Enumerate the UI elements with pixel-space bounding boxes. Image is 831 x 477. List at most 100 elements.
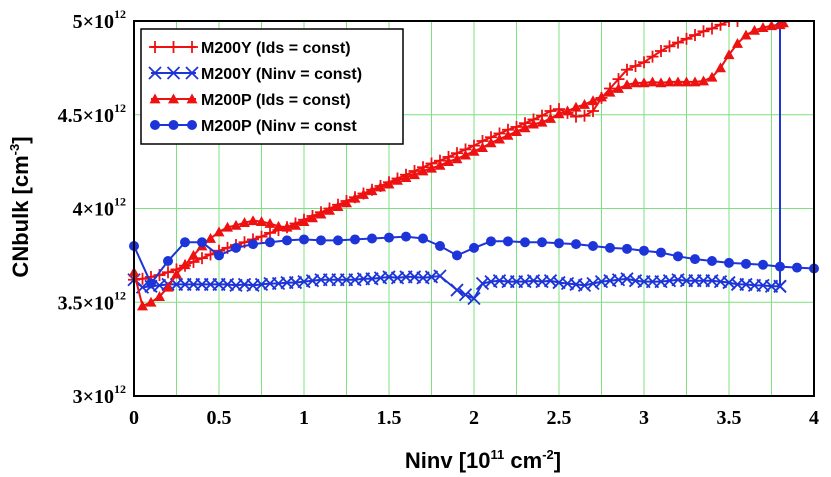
y-tick-label: 4×1012 — [73, 195, 126, 221]
x-marker — [535, 274, 549, 289]
triangle-marker — [715, 62, 726, 73]
x-marker — [603, 274, 617, 288]
triangle-marker — [681, 76, 692, 87]
circle-marker — [571, 239, 581, 250]
circle-marker — [639, 245, 649, 256]
triangle-marker — [562, 105, 573, 116]
triangle-marker — [137, 300, 148, 311]
triangle-marker — [443, 156, 454, 167]
triangle-marker — [757, 22, 769, 32]
triangle-marker — [630, 77, 641, 88]
legend: M200Y (Ids = const) M200Y (Ninv = const) M… — [140, 28, 404, 145]
triangle-marker — [621, 79, 633, 90]
x-marker — [467, 291, 481, 306]
triangle-marker — [358, 188, 369, 199]
triangle-marker — [664, 76, 675, 87]
triangle-marker — [502, 129, 514, 140]
x-marker — [518, 274, 532, 289]
x-marker — [594, 274, 609, 289]
triangle-marker — [672, 76, 684, 87]
triangle-marker — [145, 296, 157, 307]
circle-marker — [486, 236, 496, 247]
circle-marker — [724, 257, 734, 268]
circle-marker — [248, 239, 258, 250]
circle-marker — [537, 237, 547, 248]
triangle-marker — [536, 116, 548, 127]
x-tick-label: 1.5 — [377, 407, 402, 429]
triangle-marker — [281, 221, 293, 232]
triangle-marker — [638, 77, 650, 88]
triangle-marker — [777, 21, 789, 28]
x-marker — [365, 272, 379, 286]
x-tick-label: 3 — [639, 407, 649, 429]
x-marker — [611, 273, 626, 287]
x-marker — [722, 275, 736, 290]
triangle-marker — [723, 49, 735, 60]
x-marker — [662, 274, 677, 288]
x-marker — [450, 283, 464, 297]
triangle-marker — [732, 38, 743, 48]
x-marker — [373, 271, 388, 285]
x-tick-label: 4 — [809, 407, 819, 429]
triangle-marker — [256, 216, 267, 227]
circle-marker — [350, 234, 360, 245]
triangle-marker — [162, 281, 174, 292]
triangle-marker — [375, 181, 386, 192]
triangle-marker — [426, 162, 437, 173]
triangle-marker — [460, 149, 471, 160]
triangle-marker — [366, 185, 378, 196]
triangle-marker — [706, 71, 718, 82]
triangle-marker — [587, 95, 599, 106]
x-tick-label: 2.5 — [547, 407, 572, 429]
x-marker — [586, 276, 600, 291]
circle-marker — [168, 120, 179, 130]
x-marker — [475, 276, 490, 291]
x-marker — [390, 271, 405, 285]
circle-marker — [588, 241, 598, 251]
circle-marker — [418, 233, 428, 244]
x-marker — [229, 278, 243, 293]
triangle-marker — [298, 216, 310, 227]
circle-marker — [333, 235, 343, 246]
triangle-marker — [230, 219, 242, 230]
triangle-marker — [485, 137, 497, 148]
triangle-marker — [341, 197, 352, 208]
triangle-marker — [655, 77, 667, 88]
triangle-marker — [570, 101, 582, 112]
triangle-marker — [332, 201, 344, 212]
triangle-marker — [579, 98, 590, 109]
circle-marker — [282, 235, 292, 246]
triangle-marker — [434, 159, 446, 170]
x-marker — [185, 66, 199, 80]
x-marker — [148, 66, 162, 80]
triangle-marker — [468, 145, 480, 156]
circle-marker — [469, 242, 479, 253]
circle-marker — [150, 120, 160, 130]
legend-label: M200Y (Ids = const) — [201, 40, 351, 57]
triangle-marker — [494, 133, 505, 144]
triangle-marker — [213, 226, 225, 237]
triangle-marker — [392, 174, 403, 185]
x-marker — [166, 66, 181, 80]
triangle-marker — [766, 21, 777, 31]
triangle-marker — [477, 142, 488, 152]
circle-marker — [520, 237, 530, 248]
triangle-marker — [179, 259, 191, 270]
triangle-marker — [290, 219, 301, 230]
circle-marker — [214, 250, 224, 261]
circle-marker — [231, 242, 241, 253]
circle-marker — [299, 234, 309, 245]
circle-marker — [401, 231, 411, 242]
x-marker — [254, 277, 269, 292]
triangle-marker — [149, 93, 161, 104]
triangle-marker — [545, 113, 556, 123]
x-marker — [152, 278, 167, 293]
circle-marker — [707, 256, 717, 266]
circle-marker — [265, 237, 275, 248]
x-marker — [577, 278, 592, 293]
plot-frame — [133, 20, 815, 397]
triangle-marker — [154, 291, 165, 302]
circle-marker — [673, 251, 683, 262]
circle-marker — [690, 254, 700, 265]
triangle-marker — [273, 220, 284, 231]
